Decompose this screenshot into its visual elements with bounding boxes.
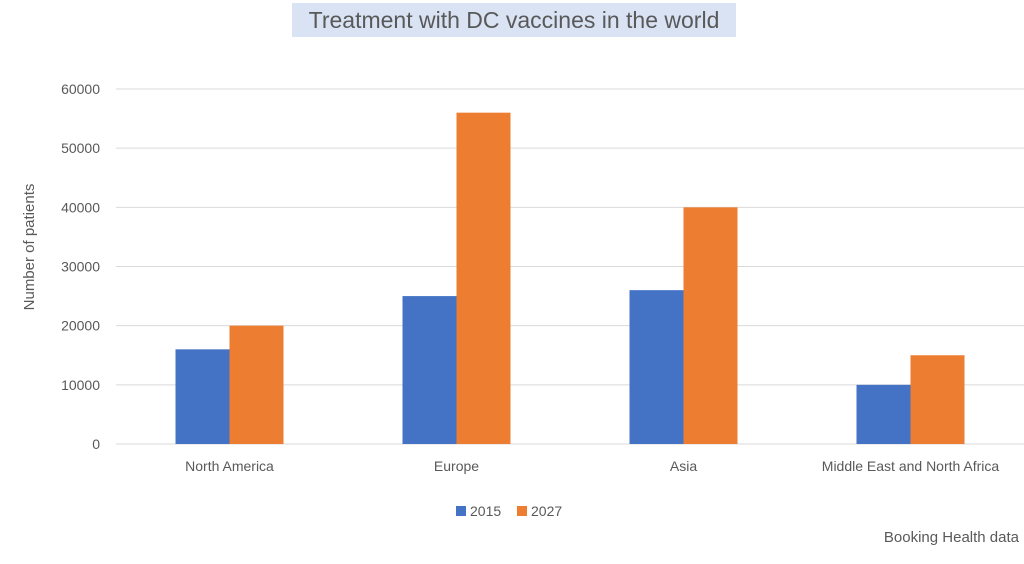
y-axis-ticks: 0 10000 20000 30000 40000 50000 60000 xyxy=(61,81,100,452)
bar-2015 xyxy=(629,290,684,444)
y-tick-label: 30000 xyxy=(61,259,100,275)
y-tick-label: 50000 xyxy=(61,140,100,156)
y-tick-label: 0 xyxy=(92,436,100,452)
x-category-label: North America xyxy=(185,458,274,474)
legend-label: 2015 xyxy=(470,503,501,519)
y-tick-label: 60000 xyxy=(61,81,100,97)
legend-swatch xyxy=(456,506,466,516)
legend: 2015 2027 xyxy=(456,503,562,519)
x-category-label: Asia xyxy=(670,458,697,474)
bar-2015 xyxy=(402,296,457,444)
legend-swatch xyxy=(517,506,527,516)
x-category-label: Europe xyxy=(434,458,479,474)
y-tick-label: 10000 xyxy=(61,377,100,393)
y-axis-label: Number of patients xyxy=(21,184,38,311)
bar-2027 xyxy=(683,207,738,444)
x-category-label: Middle East and North Africa xyxy=(822,458,1000,474)
chart-title: Treatment with DC vaccines in the world xyxy=(309,7,720,33)
bar-2027 xyxy=(910,355,965,444)
bar-2027 xyxy=(456,112,511,445)
y-tick-label: 40000 xyxy=(61,199,100,215)
source-note: Booking Health data xyxy=(884,529,1020,546)
bar-2027 xyxy=(229,325,284,444)
legend-label: 2027 xyxy=(531,503,562,519)
bar-2015 xyxy=(856,384,911,444)
y-tick-label: 20000 xyxy=(61,318,100,334)
bar-2015 xyxy=(175,349,230,444)
chart-title-background xyxy=(292,3,736,37)
bars xyxy=(175,112,965,445)
x-axis-categories: North America Europe Asia Middle East and N… xyxy=(185,458,999,474)
